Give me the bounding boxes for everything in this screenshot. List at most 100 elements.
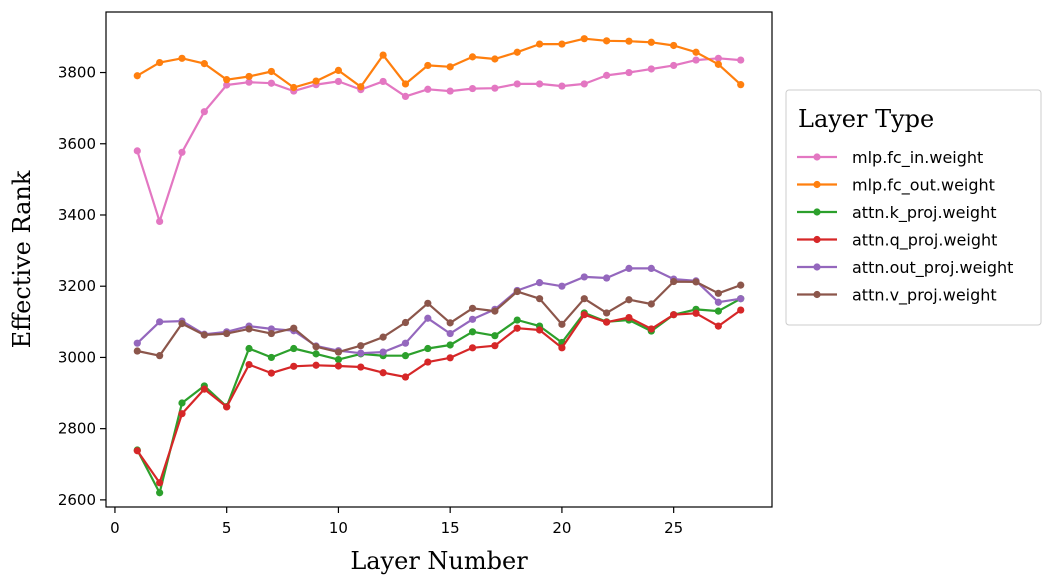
series-mlp-fc-in-weight [133,54,745,225]
data-point [558,320,566,328]
data-point [535,40,544,48]
data-point [603,318,611,326]
data-point [535,279,544,287]
legend-marker [813,263,821,271]
data-point [401,352,410,360]
series-line [136,267,741,355]
data-point [178,148,186,156]
series-line [136,309,742,484]
series-mlp-fc-out-weight [133,35,745,92]
data-point [491,55,499,63]
data-point [334,66,343,75]
data-point [156,58,164,67]
data-point [178,54,186,62]
legend: Layer Type mlp.fc_in.weight mlp.fc_out.we… [785,89,1042,326]
x-tick-label: 5 [222,519,232,537]
data-point [468,84,477,93]
legend-entry: attn.v_proj.weight [797,286,997,306]
data-point [625,313,633,322]
data-point [513,48,521,56]
data-point [223,403,231,411]
data-point [491,84,499,92]
data-point [290,344,298,353]
data-point [625,296,633,304]
data-point [692,278,700,286]
data-point [468,53,477,61]
data-point [558,344,566,352]
legend-marker [813,208,821,216]
data-point [290,324,298,332]
data-point [312,361,320,369]
legend-entry: attn.q_proj.weight [797,231,997,251]
legend-label: mlp.fc_out.weight [852,176,995,196]
data-point [737,81,745,89]
data-point [692,48,700,56]
legend-entry: mlp.fc_in.weight [797,148,983,168]
data-point [156,318,164,326]
data-point [468,328,477,336]
data-point [446,329,454,338]
data-point [267,329,275,338]
legend-marker [813,153,821,161]
data-point [223,76,231,84]
y-tick-label: 3400 [58,206,96,224]
data-point [267,353,275,362]
data-point [446,87,454,95]
data-point [468,304,477,312]
legend-label: attn.k_proj.weight [852,203,997,223]
data-point [737,295,745,303]
legend-marker [813,290,821,299]
data-point [513,316,521,324]
data-point [178,410,186,418]
data-point [245,78,253,86]
data-point [647,65,655,73]
data-point [692,56,700,64]
data-point [692,309,700,317]
data-point [714,322,722,330]
data-point [670,277,678,286]
data-point [133,339,141,347]
data-point [647,325,655,333]
data-point [267,67,275,76]
legend-title: Layer Type [798,105,934,133]
data-point [401,318,410,327]
x-tick-label: 15 [441,519,460,537]
data-point [625,68,633,77]
data-point [625,37,633,45]
data-point [468,315,477,323]
data-point [223,329,231,338]
data-point [580,80,588,88]
data-point [401,373,410,381]
data-point [513,80,521,88]
data-point [491,332,499,340]
data-point [446,319,454,327]
data-point [603,309,611,317]
data-point [603,37,611,45]
data-point [670,311,678,319]
data-point [558,282,566,290]
data-point [334,362,343,370]
legend-entry: attn.k_proj.weight [797,203,997,223]
data-point [334,348,343,356]
data-point [379,369,387,377]
data-point [156,217,164,225]
y-tick-label: 3000 [58,348,96,366]
data-point [737,281,745,289]
data-point [401,80,410,88]
data-point [491,342,499,350]
data-point [737,56,745,64]
x-axis-label: Layer Number [350,547,528,575]
data-point [535,326,544,334]
data-point [670,61,678,70]
data-point [133,72,141,80]
data-point [647,300,655,308]
y-tick-label: 3600 [58,135,96,153]
data-point [424,358,432,366]
data-point [513,324,521,332]
data-point [558,40,566,48]
data-point [446,354,454,362]
data-point [580,35,588,43]
data-point [580,273,588,281]
x-tick-label: 20 [552,519,571,537]
data-point [267,79,275,87]
